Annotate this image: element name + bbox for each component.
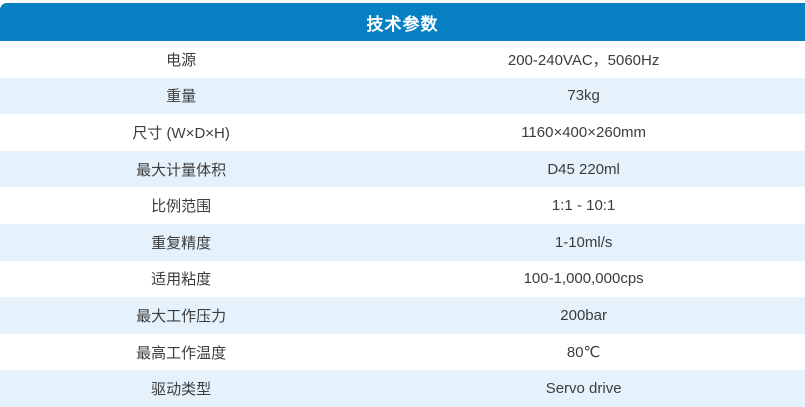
row-value: 73kg xyxy=(567,87,600,105)
row-label: 比例范围 xyxy=(151,198,212,216)
row-value: 1160×400×260mm xyxy=(521,123,647,141)
table-row-max-working-pressure: 最大工作压力 200bar xyxy=(0,297,805,334)
row-value: 80℃ xyxy=(566,344,601,362)
row-label: 适用粘度 xyxy=(151,271,212,289)
row-value: Servo drive xyxy=(545,380,622,398)
row-value: 200-240VAC，5060Hz xyxy=(507,51,660,69)
row-value: 100-1,000,000cps xyxy=(523,270,644,288)
row-label: 最大计量体积 xyxy=(136,161,227,179)
table-row-repeat-accuracy: 重复精度 1-10ml/s xyxy=(0,223,805,261)
row-label: 尺寸 (W×D×H) xyxy=(132,124,230,142)
row-label: 最高工作温度 xyxy=(136,344,227,362)
row-value: 1-10ml/s xyxy=(554,233,613,251)
spec-table-title: 技术参数 xyxy=(366,14,439,34)
row-value: D45 220ml xyxy=(547,160,620,178)
table-row-drive-type: 驱动类型 Servo drive xyxy=(0,370,805,407)
row-label: 电源 xyxy=(166,51,197,69)
row-label: 最大工作压力 xyxy=(136,307,227,325)
table-row-weight: 重量 73kg xyxy=(0,77,805,115)
spec-table: 技术参数 电源 200-240VAC，5060Hz 重量 73kg 尺寸 (W×… xyxy=(0,3,805,407)
table-row-viscosity: 适用粘度 100-1,000,000cps xyxy=(0,260,805,298)
table-row-max-working-temperature: 最高工作温度 80℃ xyxy=(0,333,805,371)
row-label: 驱动类型 xyxy=(151,381,212,399)
row-value: 200bar xyxy=(560,306,607,324)
table-row-ratio-range: 比例范围 1:1 - 10:1 xyxy=(0,187,805,224)
spec-table-header: 技术参数 xyxy=(0,3,805,41)
row-label: 重量 xyxy=(166,88,197,106)
table-row-max-metering-volume: 最大计量体积 D45 220ml xyxy=(0,150,805,188)
row-label: 重复精度 xyxy=(151,234,212,252)
table-row-dimensions: 尺寸 (W×D×H) 1160×400×260mm xyxy=(0,114,805,151)
row-value: 1:1 - 10:1 xyxy=(551,197,616,215)
table-row-power: 电源 200-240VAC，5060Hz xyxy=(0,41,805,78)
